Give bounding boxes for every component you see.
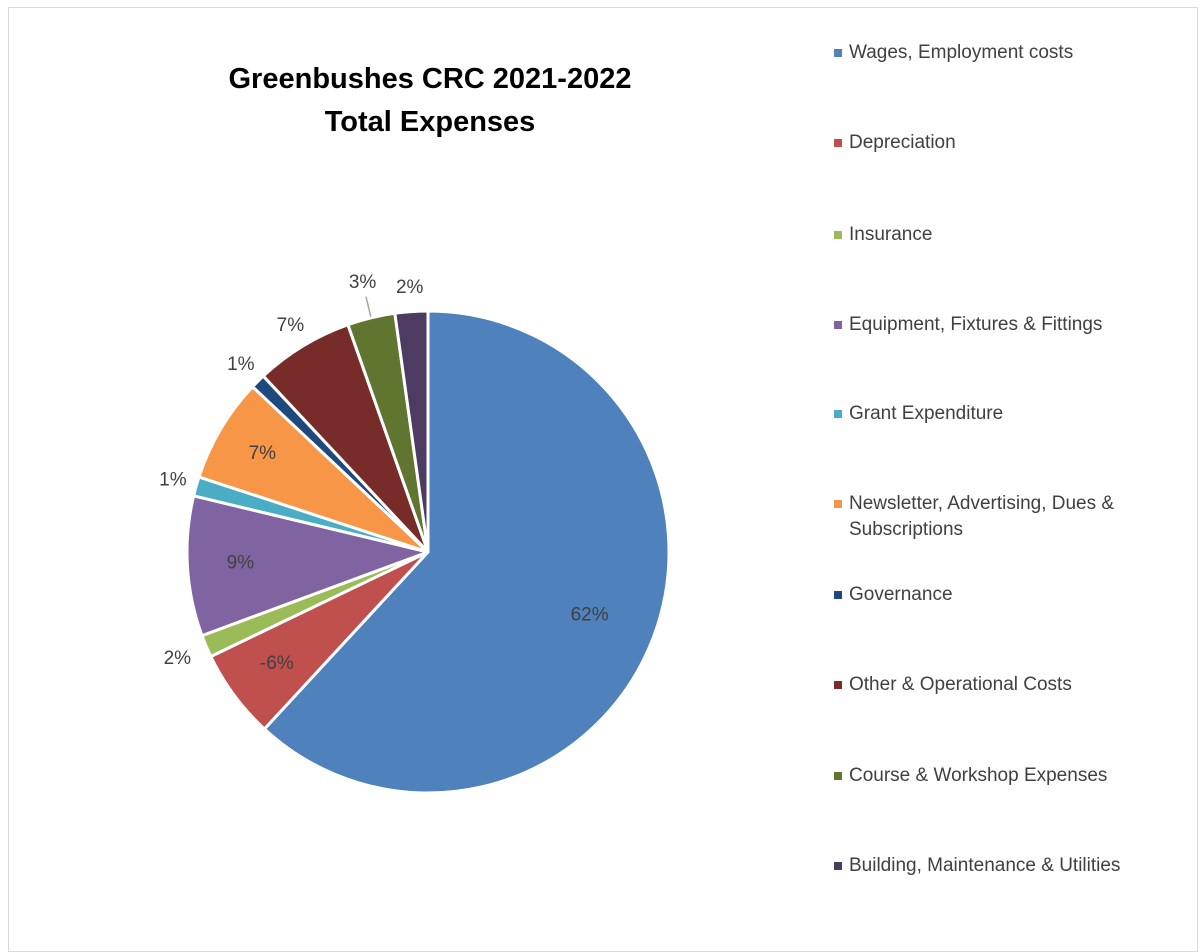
legend-swatch	[834, 500, 842, 508]
chart-title: Greenbushes CRC 2021-2022 Total Expenses	[150, 58, 710, 144]
legend-item-insurance: Insurance	[834, 222, 1184, 248]
data-label-equipment-fixtures-and-fittings: 9%	[227, 553, 255, 574]
legend-swatch	[834, 410, 842, 418]
data-label-course-and-workshop-expenses: 3%	[349, 272, 377, 293]
data-label-depreciation: -6%	[260, 653, 294, 674]
legend-swatch	[834, 321, 842, 329]
data-label-grant-expenditure: 1%	[159, 469, 187, 490]
legend-item-grant-expenditure: Grant Expenditure	[834, 401, 1184, 427]
legend-label: Governance	[849, 584, 953, 605]
legend-label: Building, Maintenance & Utilities	[849, 855, 1121, 876]
legend-item-building-maintenance-and-utilities: Building, Maintenance & Utilities	[834, 853, 1184, 879]
legend-item-course-and-workshop-expenses: Course & Workshop Expenses	[834, 763, 1184, 789]
legend-item-equipment-fixtures-and-fittings: Equipment, Fixtures & Fittings	[834, 312, 1184, 338]
legend-swatch	[834, 862, 842, 870]
data-label-building-maintenance-and-utilities: 2%	[396, 277, 424, 298]
legend-swatch	[834, 591, 842, 599]
legend-label: Wages, Employment costs	[849, 42, 1074, 63]
legend-item-governance: Governance	[834, 582, 1184, 608]
chart-title-line-1: Greenbushes CRC 2021-2022	[228, 63, 632, 95]
data-label-wages-employment-costs: 62%	[571, 605, 609, 626]
data-label-governance: 1%	[227, 354, 255, 375]
legend-label: Insurance	[849, 224, 933, 245]
chart-title-line-2: Total Expenses	[324, 106, 536, 138]
legend-swatch	[834, 231, 842, 239]
legend-label: Depreciation	[849, 132, 956, 153]
pie-slice-newsletter-advertising-dues-and-subscriptions	[197, 385, 430, 554]
legend-swatch	[834, 49, 842, 57]
legend-label: Newsletter, Advertising, Dues & Subscrip…	[849, 493, 1115, 540]
pie-slice-building-maintenance-and-utilities	[393, 309, 430, 554]
data-label-other-and-operational-costs: 7%	[277, 315, 305, 336]
legend-swatch	[834, 772, 842, 780]
legend-item-newsletter-advertising-dues-and-subscriptions: Newsletter, Advertising, Dues & Subscrip…	[834, 491, 1184, 543]
legend-label: Course & Workshop Expenses	[849, 765, 1108, 786]
data-label-insurance: 2%	[164, 648, 192, 669]
legend-swatch	[834, 681, 842, 689]
pie-slice-equipment-fixtures-and-fittings	[185, 494, 430, 638]
pie-slice-wages-employment-costs	[262, 309, 671, 795]
leader-line-course-and-workshop-expenses	[365, 296, 372, 317]
legend-item-depreciation: Depreciation	[834, 130, 1184, 156]
legend-label: Equipment, Fixtures & Fittings	[849, 314, 1103, 335]
legend-item-other-and-operational-costs: Other & Operational Costs	[834, 672, 1184, 698]
legend-swatch	[834, 139, 842, 147]
data-label-newsletter-advertising-dues-and-subscriptions: 7%	[249, 443, 277, 464]
legend-label: Other & Operational Costs	[849, 674, 1072, 695]
legend-item-wages-employment-costs: Wages, Employment costs	[834, 40, 1184, 66]
legend-label: Grant Expenditure	[849, 403, 1004, 424]
